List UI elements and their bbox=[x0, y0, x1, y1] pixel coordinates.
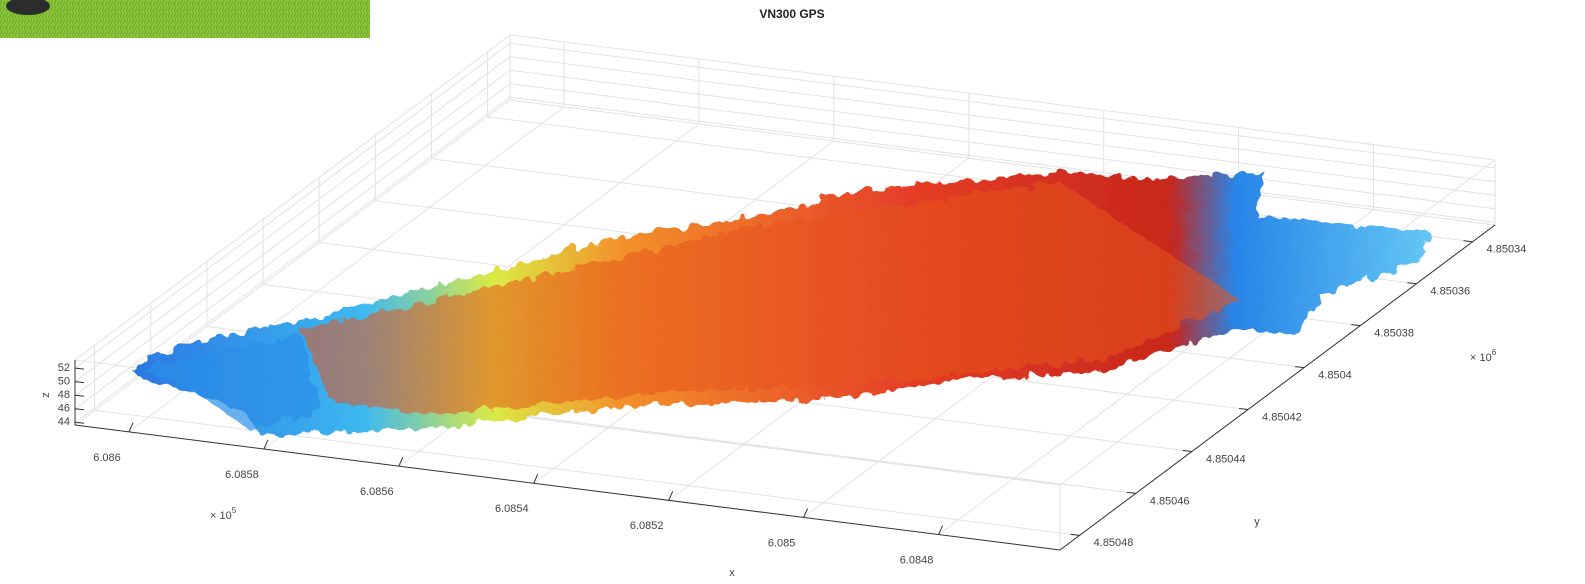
z-axis-label: z bbox=[40, 392, 52, 398]
grid-line bbox=[74, 42, 511, 369]
x-tick bbox=[263, 439, 269, 450]
x-tick bbox=[938, 525, 944, 535]
z-tick bbox=[74, 367, 85, 370]
grid-line bbox=[74, 69, 511, 396]
y-tick-label: 4.85044 bbox=[1206, 453, 1246, 465]
grid-line bbox=[74, 56, 511, 383]
y-tick-label: 4.85046 bbox=[1150, 495, 1190, 507]
y-tick bbox=[1182, 449, 1192, 452]
z-tick-label: 44 bbox=[58, 416, 70, 428]
x-axis bbox=[74, 424, 1061, 551]
box-edge bbox=[74, 34, 511, 361]
y-tick-label: 4.85048 bbox=[1094, 537, 1134, 549]
x-tick-label: 6.0856 bbox=[360, 486, 394, 498]
z-tick-label: 48 bbox=[58, 389, 70, 401]
chart-title: VN300 GPS bbox=[759, 7, 824, 21]
inset-photo bbox=[0, 0, 370, 38]
x-tick-label: 6.0852 bbox=[630, 520, 664, 532]
grid-line bbox=[509, 69, 1496, 196]
x-tick-label: 6.0858 bbox=[225, 469, 259, 481]
x-axis-label: x bbox=[729, 567, 735, 579]
y-tick-label: 4.85042 bbox=[1262, 411, 1302, 423]
x-tick-label: 6.086 bbox=[93, 452, 121, 464]
axis-multiplier: × 106 bbox=[1470, 348, 1497, 364]
y-axis bbox=[1059, 224, 1496, 551]
x-tick-label: 6.085 bbox=[768, 537, 796, 549]
axes: 6.086 6.0858 6.0856 6.0854 6.0852 6.085 6.0848… bbox=[40, 224, 1527, 579]
y-tick bbox=[1351, 324, 1361, 327]
y-tick bbox=[1238, 408, 1249, 411]
y-tick-label: 4.8504 bbox=[1318, 369, 1352, 381]
grid-line bbox=[509, 83, 1496, 210]
y-axis-label: y bbox=[1254, 516, 1260, 528]
y-tick bbox=[1407, 282, 1417, 285]
y-tick bbox=[1070, 533, 1080, 536]
x-tick bbox=[668, 491, 674, 501]
z-tick bbox=[74, 394, 85, 397]
x-tick bbox=[803, 508, 809, 518]
x-tick bbox=[398, 456, 404, 467]
z-tick-label: 50 bbox=[58, 376, 70, 388]
grid-line bbox=[509, 56, 1496, 183]
z-tick-label: 52 bbox=[58, 362, 70, 374]
y-tick bbox=[1295, 366, 1305, 369]
x-tick bbox=[128, 422, 134, 433]
z-tick bbox=[74, 421, 85, 424]
multiplier-base: × 10 bbox=[1470, 352, 1492, 364]
y-tick-label: 4.85034 bbox=[1487, 244, 1527, 256]
z-tick bbox=[74, 381, 85, 384]
x-tick bbox=[533, 474, 539, 484]
x-tick-label: 6.0854 bbox=[495, 503, 529, 515]
axis-multiplier: × 105 bbox=[210, 506, 237, 522]
y-tick bbox=[1463, 240, 1473, 243]
z-tick bbox=[74, 408, 85, 411]
x-tick-label: 6.0848 bbox=[900, 554, 934, 566]
box-edge bbox=[509, 99, 1496, 226]
y-tick bbox=[1126, 491, 1136, 494]
y-tick-label: 4.85038 bbox=[1374, 328, 1414, 340]
grid-line bbox=[509, 42, 1496, 169]
grid-line bbox=[74, 83, 511, 410]
box-edge bbox=[509, 34, 1496, 161]
grid-line bbox=[509, 96, 1496, 223]
y-tick-label: 4.85036 bbox=[1430, 286, 1470, 298]
point-cloud bbox=[130, 172, 1430, 435]
z-tick-label: 46 bbox=[58, 403, 70, 415]
multiplier-power: 5 bbox=[232, 506, 237, 515]
multiplier-base: × 10 bbox=[210, 510, 232, 522]
multiplier-power: 6 bbox=[1492, 348, 1497, 357]
